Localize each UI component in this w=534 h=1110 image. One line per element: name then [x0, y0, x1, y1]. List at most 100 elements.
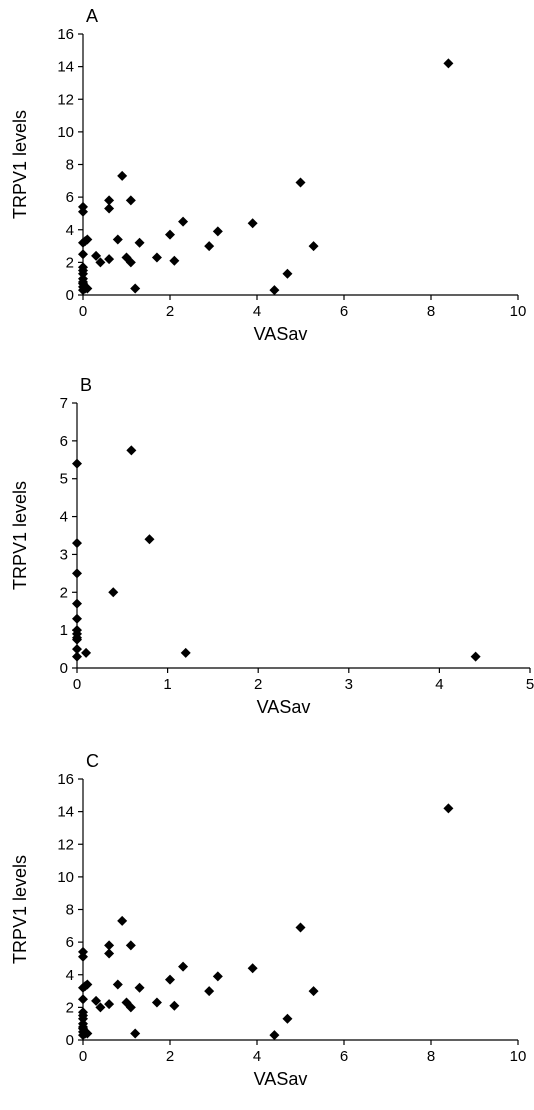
data-point [178, 216, 189, 227]
data-point [72, 644, 82, 655]
data-point [144, 534, 155, 545]
data-point [282, 268, 293, 279]
data-point [95, 1002, 106, 1013]
x-tick-label: 0 [73, 676, 81, 693]
data-point [247, 963, 258, 974]
data-point [180, 647, 191, 658]
data-point [82, 283, 93, 294]
x-tick-label: 2 [254, 676, 262, 693]
y-tick-label: 6 [66, 189, 74, 206]
x-tick-label: 4 [253, 303, 261, 320]
data-point [130, 283, 141, 294]
data-point [295, 922, 306, 933]
y-axis-label: TRPV1 levels [10, 855, 30, 964]
y-tick-label: 4 [66, 967, 74, 984]
data-point [247, 218, 258, 229]
y-tick-label: 1 [60, 622, 68, 639]
data-point [104, 999, 115, 1010]
data-point [134, 982, 145, 993]
y-tick-label: 2 [66, 254, 74, 271]
data-point [204, 241, 215, 252]
y-tick-label: 0 [66, 1032, 74, 1049]
data-point [104, 948, 115, 959]
panel-c: 0 2 4 6 8 10 12 14 16 0 2 4 6 8 10 VASav TRPV1 levels C [10, 751, 526, 1089]
data-point [82, 1028, 93, 1039]
data-point [295, 177, 306, 188]
data-point [104, 940, 115, 951]
data-point [72, 598, 82, 609]
data-point [82, 234, 93, 245]
x-tick-label: 2 [166, 1048, 174, 1065]
data-point [169, 255, 180, 266]
x-tick-label: 10 [510, 1048, 527, 1065]
data-point [165, 229, 175, 240]
x-tick-label: 10 [510, 303, 527, 320]
y-tick-label: 14 [57, 59, 74, 76]
data-point [443, 803, 454, 814]
data-point [108, 587, 119, 598]
data-point [91, 250, 102, 261]
data-point [125, 940, 136, 951]
panel-a: 0 2 4 6 8 10 12 14 16 0 2 4 6 8 10 VASav TRPV1 levels A [10, 6, 526, 344]
data-point [104, 254, 115, 265]
y-tick-label: 0 [66, 287, 74, 304]
data-point [78, 249, 88, 260]
x-tick-label: 2 [166, 303, 174, 320]
data-point [308, 986, 319, 997]
data-point [269, 285, 280, 296]
y-tick-label: 14 [57, 804, 74, 821]
data-point [91, 995, 102, 1006]
y-tick-label: 12 [57, 836, 74, 853]
y-tick-label: 16 [57, 26, 74, 43]
y-tick-label: 3 [60, 546, 68, 563]
data-point [95, 257, 106, 268]
x-tick-label: 1 [163, 676, 171, 693]
y-tick-label: 12 [57, 91, 74, 108]
y-tick-label: 8 [66, 902, 74, 919]
data-point [117, 915, 128, 926]
y-tick-label: 2 [60, 584, 68, 601]
y-tick-label: 10 [57, 869, 74, 886]
x-tick-label: 6 [340, 303, 348, 320]
data-point [212, 971, 223, 982]
data-point [151, 997, 162, 1008]
data-point [72, 538, 82, 549]
data-point [282, 1013, 293, 1024]
x-tick-label: 6 [340, 1048, 348, 1065]
data-point [204, 986, 215, 997]
x-tick-label: 5 [526, 676, 534, 693]
data-point [78, 206, 88, 217]
data-point [72, 568, 82, 579]
data-point [165, 974, 175, 985]
x-axis-label: VASav [257, 697, 311, 717]
x-tick-label: 0 [79, 1048, 87, 1065]
data-point [125, 195, 136, 206]
data-point [178, 961, 189, 972]
y-tick-label: 2 [66, 999, 74, 1016]
data-point [125, 257, 136, 268]
data-point [72, 613, 82, 624]
data-point [130, 1028, 141, 1039]
x-tick-label: 4 [253, 1048, 261, 1065]
y-tick-label: 5 [60, 471, 68, 488]
data-point [78, 994, 88, 1005]
data-point [72, 634, 82, 645]
y-tick-label: 8 [66, 157, 74, 174]
y-axis-label: TRPV1 levels [10, 110, 30, 219]
data-point [82, 979, 93, 990]
data-point [134, 237, 145, 248]
data-point [72, 458, 82, 469]
data-point [212, 226, 223, 237]
panel-letter: C [86, 751, 99, 771]
panel-b: 0 1 2 3 4 5 6 7 0 1 2 3 4 5 VASav TRPV1 levels B [10, 375, 534, 717]
x-tick-label: 4 [435, 676, 443, 693]
data-point [125, 1002, 136, 1013]
x-tick-label: 8 [427, 303, 435, 320]
x-tick-label: 0 [79, 303, 87, 320]
y-tick-label: 6 [66, 934, 74, 951]
x-tick-label: 3 [345, 676, 353, 693]
data-point [470, 651, 481, 662]
panel-letter: A [86, 6, 98, 26]
data-point [269, 1030, 280, 1041]
data-point [117, 170, 128, 181]
